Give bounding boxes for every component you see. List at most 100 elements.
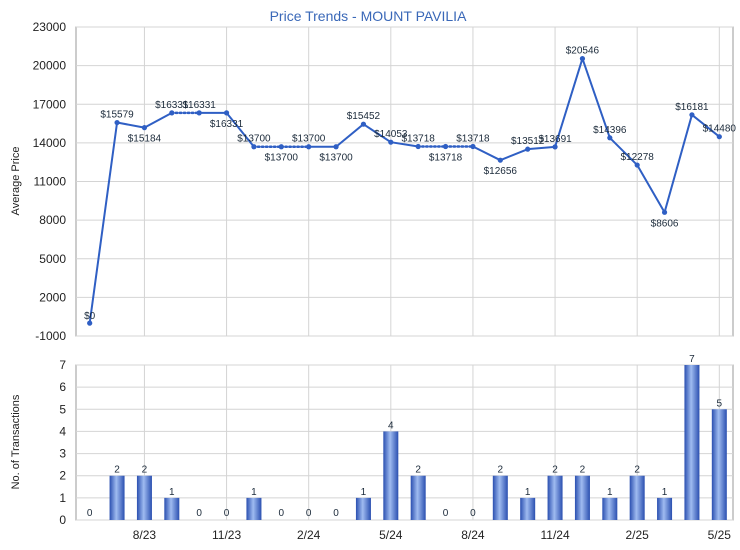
transaction-bar <box>246 497 262 520</box>
bottom-y-tick-label: 1 <box>59 491 66 505</box>
price-point <box>196 110 202 116</box>
transaction-bar <box>410 475 426 520</box>
top-y-tick-label: 14000 <box>33 136 67 150</box>
transaction-bar <box>355 497 371 520</box>
transaction-data-label: 2 <box>634 465 640 476</box>
transaction-data-label: 2 <box>552 465 558 476</box>
price-line-segment <box>636 164 666 214</box>
transaction-data-label: 2 <box>498 465 504 476</box>
transaction-data-label: 5 <box>717 398 723 409</box>
top-y-tick-label: 17000 <box>33 97 67 111</box>
price-data-label: $8606 <box>651 218 679 229</box>
top-y-tick-labels: -1000 2000 5000 8000 11000 14000 17000 20000 230… <box>33 20 67 343</box>
price-data-label: $16181 <box>675 102 709 113</box>
price-point <box>442 143 449 150</box>
price-line-segment <box>554 57 584 148</box>
transaction-bar <box>684 365 700 520</box>
price-line-segment <box>143 111 173 129</box>
price-point <box>278 144 284 150</box>
bottom-y-tick-label: 3 <box>59 447 66 461</box>
price-data-labels: $0$15579$15184$16331$16331$16331$13700$1… <box>84 46 736 323</box>
top-y-tick-label: 11000 <box>34 175 67 189</box>
x-tick-label: 8/24 <box>461 528 485 542</box>
price-line-segment <box>335 123 365 148</box>
transaction-data-label: 0 <box>224 508 230 519</box>
transaction-data-label: 0 <box>306 508 312 519</box>
x-tick-label: 5/25 <box>708 528 732 542</box>
x-tick-label: 2/25 <box>626 528 650 542</box>
x-tick-labels: 8/23 11/23 2/24 5/24 8/24 11/24 2/25 5/25 <box>133 528 732 542</box>
bottom-gridlines <box>75 364 734 521</box>
price-point <box>552 144 558 150</box>
price-data-label: $16331 <box>210 119 244 130</box>
price-point <box>497 157 503 163</box>
transaction-bar <box>711 409 727 520</box>
transaction-data-label: 1 <box>251 487 257 498</box>
bottom-plot-frame <box>75 364 734 521</box>
price-data-label: $15452 <box>347 111 381 122</box>
transaction-bar <box>164 497 180 520</box>
price-line-segment <box>499 148 529 162</box>
price-point <box>333 144 339 150</box>
top-y-tick-label: 2000 <box>39 290 66 304</box>
bottom-y-tick-label: 2 <box>59 469 66 483</box>
price-line-segment <box>581 57 611 139</box>
bottom-y-tick-label: 4 <box>59 424 66 438</box>
transaction-bar <box>492 475 508 520</box>
transaction-data-label: 4 <box>388 420 394 431</box>
price-point <box>251 144 257 150</box>
transaction-data-label: 0 <box>333 508 339 519</box>
x-tick-label: 8/23 <box>133 528 157 542</box>
price-data-label: $13700 <box>319 153 353 164</box>
transaction-data-label: 1 <box>662 487 668 498</box>
price-point <box>87 320 93 326</box>
top-y-tick-label: -1000 <box>35 329 66 343</box>
transaction-data-label: 2 <box>142 465 148 476</box>
price-data-label: $13700 <box>292 134 326 145</box>
price-data-label: $0 <box>84 311 96 322</box>
price-data-label: $12656 <box>484 166 518 177</box>
transaction-bar <box>136 475 152 520</box>
price-line-segment <box>116 121 146 129</box>
transaction-bar <box>520 497 536 520</box>
transaction-bar <box>629 475 645 520</box>
price-point <box>579 55 586 62</box>
price-point <box>388 139 394 145</box>
price-data-label: $14480 <box>703 124 737 135</box>
price-data-label: $13700 <box>237 134 271 145</box>
price-line-segment <box>608 136 639 167</box>
transaction-bar <box>383 431 399 520</box>
price-data-label: $13512 <box>511 136 545 147</box>
price-point <box>306 144 312 150</box>
price-point <box>114 119 120 126</box>
price-data-label: $16331 <box>183 100 217 111</box>
top-y-tick-label: 20000 <box>33 59 67 73</box>
price-line-segment <box>663 113 693 214</box>
transaction-bar <box>109 475 125 520</box>
transaction-data-label: 2 <box>114 465 120 476</box>
top-y-tick-label: 23000 <box>33 20 67 34</box>
price-point <box>169 110 175 116</box>
x-tick-label: 11/23 <box>212 528 241 542</box>
transaction-bar <box>657 497 673 520</box>
top-y-tick-label: 5000 <box>39 252 66 266</box>
transaction-data-label: 0 <box>470 508 476 519</box>
bottom-y-tick-label: 5 <box>59 402 66 416</box>
price-point <box>607 135 613 141</box>
transaction-data-label: 1 <box>525 487 531 498</box>
price-point <box>141 125 148 131</box>
price-data-label: $20546 <box>566 46 600 57</box>
price-line-segment <box>88 121 119 325</box>
price-line-series <box>87 55 722 326</box>
price-point <box>470 143 476 150</box>
price-point <box>360 121 367 127</box>
price-data-label: $12278 <box>621 152 655 163</box>
transaction-bar <box>574 475 590 520</box>
price-point <box>525 146 531 152</box>
price-data-label: $13718 <box>429 153 463 164</box>
x-tick-label: 11/24 <box>540 528 569 542</box>
top-y-axis-label: Average Price <box>10 147 22 216</box>
price-point <box>689 112 695 118</box>
price-point <box>661 209 668 215</box>
